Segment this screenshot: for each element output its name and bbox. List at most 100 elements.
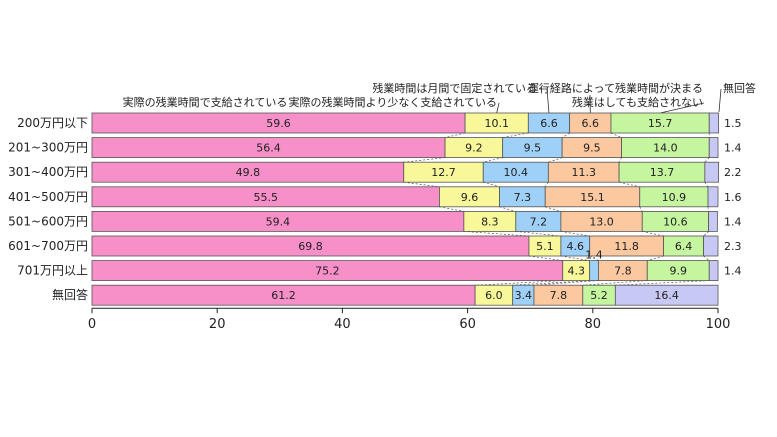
- legend-leader-line: [660, 102, 705, 114]
- connector-line: [512, 280, 590, 286]
- category-label: 201~300万円: [8, 141, 88, 155]
- connector-line: [544, 182, 549, 187]
- data-label: 15.7: [648, 117, 673, 130]
- connector-line: [618, 157, 622, 163]
- data-label: 14.0: [653, 142, 678, 155]
- connector-line: [548, 157, 563, 163]
- connector-line: [483, 181, 500, 188]
- bar-row: 201~300万円 56.4 9.2 9.5 9.5 14.0 1.4: [8, 137, 742, 159]
- category-label: 200万円以下: [17, 116, 88, 130]
- legend-callout: 無回答: [718, 81, 756, 113]
- bar-row: 200万円以下 59.6 10.1 6.6 6.6 15.7 1.5: [17, 112, 742, 134]
- bar-segment: [708, 210, 718, 232]
- legend-callout: 残業時間は月間で固定されている: [372, 81, 550, 114]
- data-label: 13.7: [650, 166, 675, 179]
- connector-line: [463, 231, 529, 237]
- bar-row: 無回答 61.2 6.0 3.4 7.8 5.2 16.4: [52, 284, 719, 306]
- x-tick-label: 80: [585, 317, 602, 332]
- connector-line: [403, 181, 440, 188]
- data-label: 11.3: [571, 166, 596, 179]
- connector-line: [589, 255, 599, 261]
- legend-label: 無回答: [723, 81, 756, 95]
- connector-line: [475, 280, 563, 286]
- legend-callout: 残業はしても支給されない: [572, 95, 705, 114]
- connector-line: [560, 231, 590, 237]
- category-label: 601~700万円: [8, 239, 88, 253]
- legend-callout: 実際の残業時間で支給されている: [123, 95, 288, 109]
- bar-row: 501~600万円 59.4 8.3 7.2 13.0 10.6 1.4: [8, 210, 742, 232]
- legend-leader-line: [496, 102, 500, 114]
- connector-line: [642, 231, 664, 237]
- data-label: 10.1: [484, 117, 509, 130]
- x-tick-label: 100: [706, 317, 731, 332]
- data-label: 7.2: [530, 215, 548, 228]
- data-label: 7.8: [550, 289, 568, 302]
- data-label: 3.4: [515, 289, 533, 302]
- legend-label: 実際の残業時間で支給されている: [123, 95, 288, 109]
- bar-row: 701万円以上 75.2 4.31.47.8 9.9 1.4: [17, 249, 742, 282]
- bar-segment: [704, 161, 720, 183]
- category-label: 301~400万円: [8, 165, 88, 179]
- legend-callout: 運行経路によって残業時間が決まる: [528, 81, 703, 114]
- bar-row: 301~400万円 49.8 12.7 10.4 11.3 13.7 2.2: [8, 161, 742, 183]
- connector-line: [403, 157, 446, 163]
- legend-leader-line: [539, 88, 550, 114]
- data-label: 75.2: [315, 265, 340, 278]
- data-label: 9.2: [465, 142, 483, 155]
- connector-line: [703, 255, 710, 261]
- data-label: 1.4: [724, 215, 742, 228]
- data-label: 1.4: [585, 249, 603, 262]
- x-tick-label: 20: [209, 317, 226, 332]
- connector-line: [439, 206, 464, 212]
- bar-segment: [708, 112, 720, 134]
- data-label: 6.6: [540, 117, 558, 130]
- data-label: 10.4: [504, 166, 529, 179]
- data-label: 5.1: [536, 240, 554, 253]
- data-label: 15.1: [580, 191, 605, 204]
- data-label: 1.6: [724, 191, 742, 204]
- bar-segment: [708, 137, 719, 159]
- data-label: 1.4: [724, 142, 742, 155]
- category-label: 701万円以上: [17, 264, 88, 278]
- data-label: 55.5: [253, 191, 278, 204]
- data-label: 9.5: [583, 142, 601, 155]
- connector-line: [647, 255, 664, 261]
- connector-line: [528, 255, 563, 261]
- data-label: 9.6: [461, 191, 479, 204]
- bar-segment: [614, 284, 719, 306]
- data-label: 7.3: [514, 191, 532, 204]
- connector-line: [545, 206, 561, 212]
- data-label: 9.5: [524, 142, 542, 155]
- data-label: 6.0: [485, 289, 503, 302]
- data-label: 6.6: [582, 117, 600, 130]
- data-label: 1.5: [724, 117, 742, 130]
- data-label: 49.8: [236, 166, 261, 179]
- bar-segment: [708, 260, 719, 282]
- connector-line: [610, 132, 622, 138]
- data-label: 7.8: [614, 265, 632, 278]
- x-axis: 0 20 40 60 80 100: [88, 307, 731, 332]
- connector-line: [533, 280, 599, 286]
- connector-line: [703, 231, 709, 237]
- legend-label: 実際の残業時間より少なく支給されている: [289, 95, 497, 109]
- connector-line: [707, 206, 709, 212]
- connector-line: [444, 132, 466, 138]
- bars: 200万円以下 59.6 10.1 6.6 6.6 15.7 1.5 201~300万円 56.…: [8, 112, 742, 306]
- bar-segment: [703, 235, 719, 257]
- data-label: 11.8: [614, 240, 639, 253]
- connector-line: [619, 181, 640, 188]
- bar-segment: [589, 260, 599, 282]
- legend-label: 残業時間は月間で固定されている: [372, 81, 537, 95]
- data-label: 4.6: [567, 240, 585, 253]
- connector-line: [560, 255, 590, 261]
- connector-line: [615, 280, 710, 286]
- data-label: 59.6: [266, 117, 291, 130]
- data-label: 56.4: [256, 142, 281, 155]
- category-label: 無回答: [52, 287, 88, 302]
- data-label: 12.7: [431, 166, 456, 179]
- connector-line: [639, 206, 643, 212]
- connector-line: [704, 182, 709, 187]
- data-label: 8.3: [481, 215, 499, 228]
- data-label: 9.9: [669, 265, 687, 278]
- data-label: 2.2: [724, 166, 742, 179]
